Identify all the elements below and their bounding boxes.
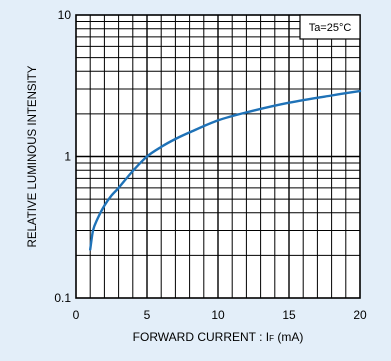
x-tick-label: 5: [144, 308, 151, 322]
annotation-text: Ta=25°C: [309, 22, 352, 34]
series-group: [89, 89, 362, 251]
y-axis-label: RELATIVE LUMINOUS INTENSITY: [27, 65, 39, 247]
y-tick-labels: 0.1 1 10: [54, 8, 71, 305]
x-axis-label-main: FORWARD CURRENT : I: [133, 330, 269, 344]
annotation-box-frame: [299, 14, 361, 40]
x-axis-label-unit: (mA): [274, 330, 303, 344]
x-tick-label: 15: [282, 308, 296, 322]
x-tick-label: 10: [211, 308, 225, 322]
x-axis-label-subscript: F: [269, 334, 274, 343]
x-tick-label: 20: [353, 308, 367, 322]
x-tick-label: 0: [73, 308, 80, 322]
series-line: [89, 89, 362, 251]
y-tick-label: 1: [64, 150, 71, 164]
y-tick-label: 0.1: [54, 291, 71, 305]
annotation-box: Ta=25°C: [299, 14, 361, 40]
x-tick-labels: 0 5 10 15 20: [73, 308, 367, 322]
plot-frame: [75, 14, 361, 299]
y-tick-label: 10: [58, 8, 72, 22]
x-axis-label: FORWARD CURRENT : IF (mA): [133, 330, 304, 344]
